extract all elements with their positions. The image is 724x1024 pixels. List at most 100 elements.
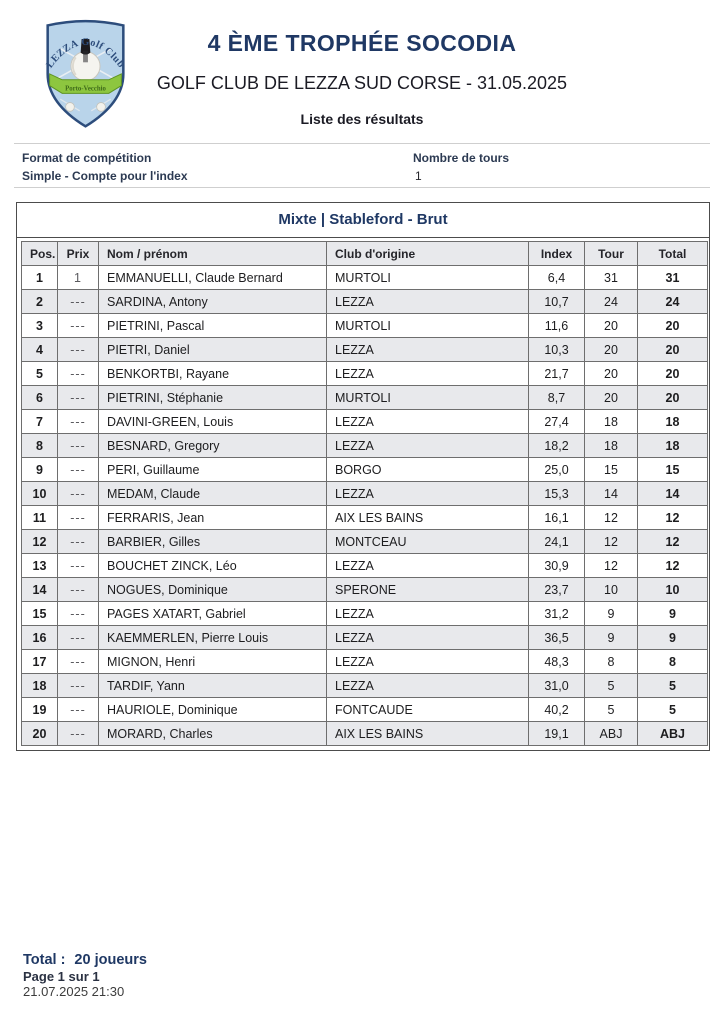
divider-meta xyxy=(14,187,710,188)
cell-name: KAEMMERLEN, Pierre Louis xyxy=(98,625,327,650)
cell-index: 31,0 xyxy=(528,673,585,698)
cell-name: NOGUES, Dominique xyxy=(98,577,327,602)
cell-index: 36,5 xyxy=(528,625,585,650)
cell-club: LEZZA xyxy=(326,409,529,434)
total-value: 20 joueurs xyxy=(74,952,147,968)
cell-index: 16,1 xyxy=(528,505,585,530)
result-row: 15 --- PAGES XATART, Gabriel LEZZA 31,2 9 9 xyxy=(21,601,708,626)
cell-club: AIX LES BAINS xyxy=(326,505,529,530)
column-header-pos: Pos. xyxy=(21,241,58,266)
cell-prix: --- xyxy=(57,649,99,674)
cell-tour: 31 xyxy=(584,265,638,290)
page-subtitle: GOLF CLUB DE LEZZA SUD CORSE - 31.05.202… xyxy=(156,73,568,93)
cell-tour: 12 xyxy=(584,505,638,530)
result-row: 4 --- PIETRI, Daniel LEZZA 10,3 20 20 xyxy=(21,337,708,362)
cell-total: 10 xyxy=(637,577,708,602)
cell-index: 6,4 xyxy=(528,265,585,290)
result-row: 17 --- MIGNON, Henri LEZZA 48,3 8 8 xyxy=(21,649,708,674)
page-indicator: Page 1 sur 1 xyxy=(23,969,100,984)
result-row: 3 --- PIETRINI, Pascal MURTOLI 11,6 20 20 xyxy=(21,313,708,338)
result-row: 14 --- NOGUES, Dominique SPERONE 23,7 10 10 xyxy=(21,577,708,602)
column-header-tour: Tour xyxy=(584,241,638,266)
cell-name: PIETRINI, Pascal xyxy=(98,313,327,338)
ribbon-banner xyxy=(49,73,122,94)
cell-prix: --- xyxy=(57,625,99,650)
club-head-icon xyxy=(80,39,91,55)
cell-name: MEDAM, Claude xyxy=(98,481,327,506)
page-title: 4 ÈME TROPHÉE SOCODIA xyxy=(207,30,517,56)
column-header-total: Total xyxy=(637,241,708,266)
cell-name: PAGES XATART, Gabriel xyxy=(98,601,327,626)
cell-pos: 4 xyxy=(21,337,58,362)
rounds-label: Nombre de tours xyxy=(413,151,510,165)
cell-total: 20 xyxy=(637,385,708,410)
cell-tour: ABJ xyxy=(584,721,638,746)
print-datetime: 21.07.2025 21:30 xyxy=(23,984,125,999)
cell-prix: --- xyxy=(57,529,99,554)
divider-top xyxy=(14,143,710,144)
cell-tour: 5 xyxy=(584,673,638,698)
cell-prix: --- xyxy=(57,361,99,386)
cell-club: LEZZA xyxy=(326,601,529,626)
cell-name: PIETRINI, Stéphanie xyxy=(98,385,327,410)
result-row: 11 --- FERRARIS, Jean AIX LES BAINS 16,1 12 12 xyxy=(21,505,708,530)
column-header-index: Index xyxy=(528,241,585,266)
cell-total: 5 xyxy=(637,697,708,722)
cell-prix: --- xyxy=(57,433,99,458)
cell-pos: 1 xyxy=(21,265,58,290)
cell-club: LEZZA xyxy=(326,553,529,578)
cell-index: 31,2 xyxy=(528,601,585,626)
cell-prix: 1 xyxy=(57,265,99,290)
format-value: Simple - Compte pour l'index xyxy=(22,169,188,183)
cell-total: 20 xyxy=(637,313,708,338)
cell-club: MURTOLI xyxy=(326,265,529,290)
result-row: 1 1 EMMANUELLI, Claude Bernard MURTOLI 6,4 31… xyxy=(21,265,708,290)
cell-name: MORARD, Charles xyxy=(98,721,327,746)
cell-club: LEZZA xyxy=(326,649,529,674)
cell-tour: 5 xyxy=(584,697,638,722)
cell-pos: 19 xyxy=(21,697,58,722)
cell-name: BOUCHET ZINCK, Léo xyxy=(98,553,327,578)
cell-index: 48,3 xyxy=(528,649,585,674)
cell-tour: 10 xyxy=(584,577,638,602)
cell-name: MIGNON, Henri xyxy=(98,649,327,674)
cell-prix: --- xyxy=(57,673,99,698)
cell-tour: 9 xyxy=(584,601,638,626)
cell-pos: 5 xyxy=(21,361,58,386)
cell-club: FONTCAUDE xyxy=(326,697,529,722)
cell-name: BARBIER, Gilles xyxy=(98,529,327,554)
cell-name: HAURIOLE, Dominique xyxy=(98,697,327,722)
cell-tour: 20 xyxy=(584,337,638,362)
cell-club: SPERONE xyxy=(326,577,529,602)
cell-pos: 13 xyxy=(21,553,58,578)
result-row: 2 --- SARDINA, Antony LEZZA 10,7 24 24 xyxy=(21,289,708,314)
cell-tour: 20 xyxy=(584,361,638,386)
cell-pos: 10 xyxy=(21,481,58,506)
cell-pos: 8 xyxy=(21,433,58,458)
cell-total: 9 xyxy=(637,625,708,650)
cell-club: BORGO xyxy=(326,457,529,482)
cell-prix: --- xyxy=(57,481,99,506)
total-label: Total : xyxy=(23,952,66,968)
cell-tour: 18 xyxy=(584,409,638,434)
results-section: Mixte | Stableford - Brut Pos. Prix Nom / … xyxy=(16,202,710,751)
cell-total: 14 xyxy=(637,481,708,506)
cell-name: TARDIF, Yann xyxy=(98,673,327,698)
format-label: Format de compétition xyxy=(22,151,152,165)
cell-name: PERI, Guillaume xyxy=(98,457,327,482)
result-row: 7 --- DAVINI-GREEN, Louis LEZZA 27,4 18 18 xyxy=(21,409,708,434)
total-players: Total : 20 joueurs xyxy=(23,952,147,968)
column-header-prix: Prix xyxy=(57,241,99,266)
cell-name: BENKORTBI, Rayane xyxy=(98,361,327,386)
cell-club: MURTOLI xyxy=(326,385,529,410)
section-title: Mixte | Stableford - Brut xyxy=(17,203,709,238)
cell-tour: 15 xyxy=(584,457,638,482)
cell-prix: --- xyxy=(57,385,99,410)
cell-pos: 20 xyxy=(21,721,58,746)
banner-text: Porto-Vecchio xyxy=(65,85,106,92)
rounds-value: 1 xyxy=(415,169,422,183)
cell-total: 18 xyxy=(637,409,708,434)
cell-prix: --- xyxy=(57,457,99,482)
cell-tour: 14 xyxy=(584,481,638,506)
result-row: 5 --- BENKORTBI, Rayane LEZZA 21,7 20 20 xyxy=(21,361,708,386)
